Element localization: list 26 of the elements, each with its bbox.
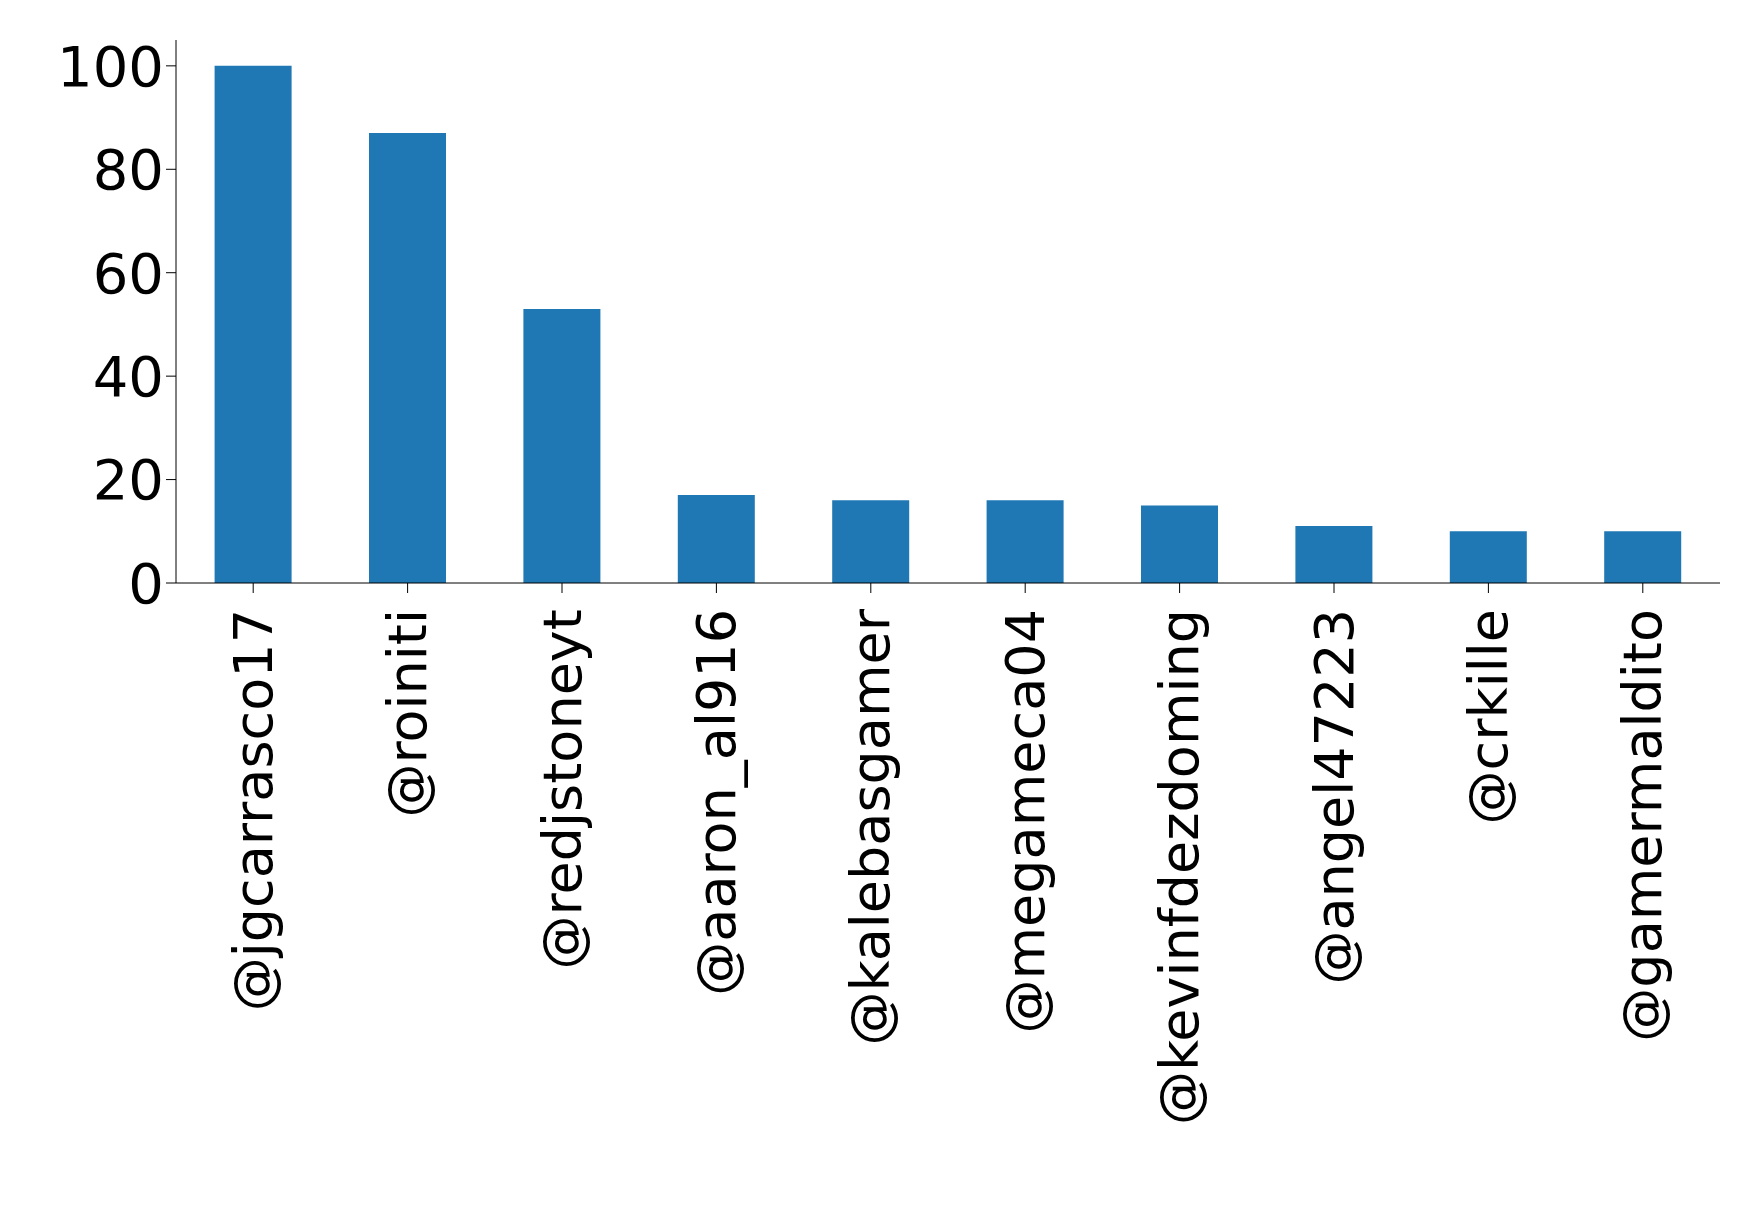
- y-tick-label: 0: [128, 550, 164, 616]
- bar: [986, 500, 1064, 583]
- bar: [1295, 526, 1373, 583]
- x-tick-label: @gamermaldito: [1611, 609, 1675, 1042]
- y-tick-label: 100: [57, 33, 164, 99]
- bar: [1449, 531, 1527, 583]
- x-tick-label: @kevinfdezdoming: [1148, 609, 1212, 1126]
- bar: [523, 308, 601, 583]
- x-tick-label: @aaron_al916: [684, 609, 748, 996]
- bar: [1141, 505, 1218, 583]
- x-tick-label: @roiniti: [376, 609, 440, 818]
- bar: [832, 500, 910, 583]
- x-tick-label: @crkille: [1456, 609, 1520, 825]
- bar: [214, 65, 292, 583]
- bar: [677, 495, 755, 583]
- x-tick-label: @megameca04: [993, 609, 1057, 1034]
- y-tick-label: 80: [92, 137, 164, 203]
- bar: [1604, 531, 1682, 583]
- x-tick-label: @jgcarrasco17: [221, 609, 285, 1012]
- x-tick-label: @redjstoneyt: [530, 609, 594, 970]
- x-tick-label: @angel47223: [1302, 609, 1366, 985]
- x-tick-label: @kalebasgamer: [839, 608, 903, 1046]
- y-tick-label: 40: [92, 344, 164, 410]
- y-tick-label: 20: [92, 447, 164, 513]
- bar: [369, 133, 446, 583]
- y-tick-label: 60: [92, 240, 164, 306]
